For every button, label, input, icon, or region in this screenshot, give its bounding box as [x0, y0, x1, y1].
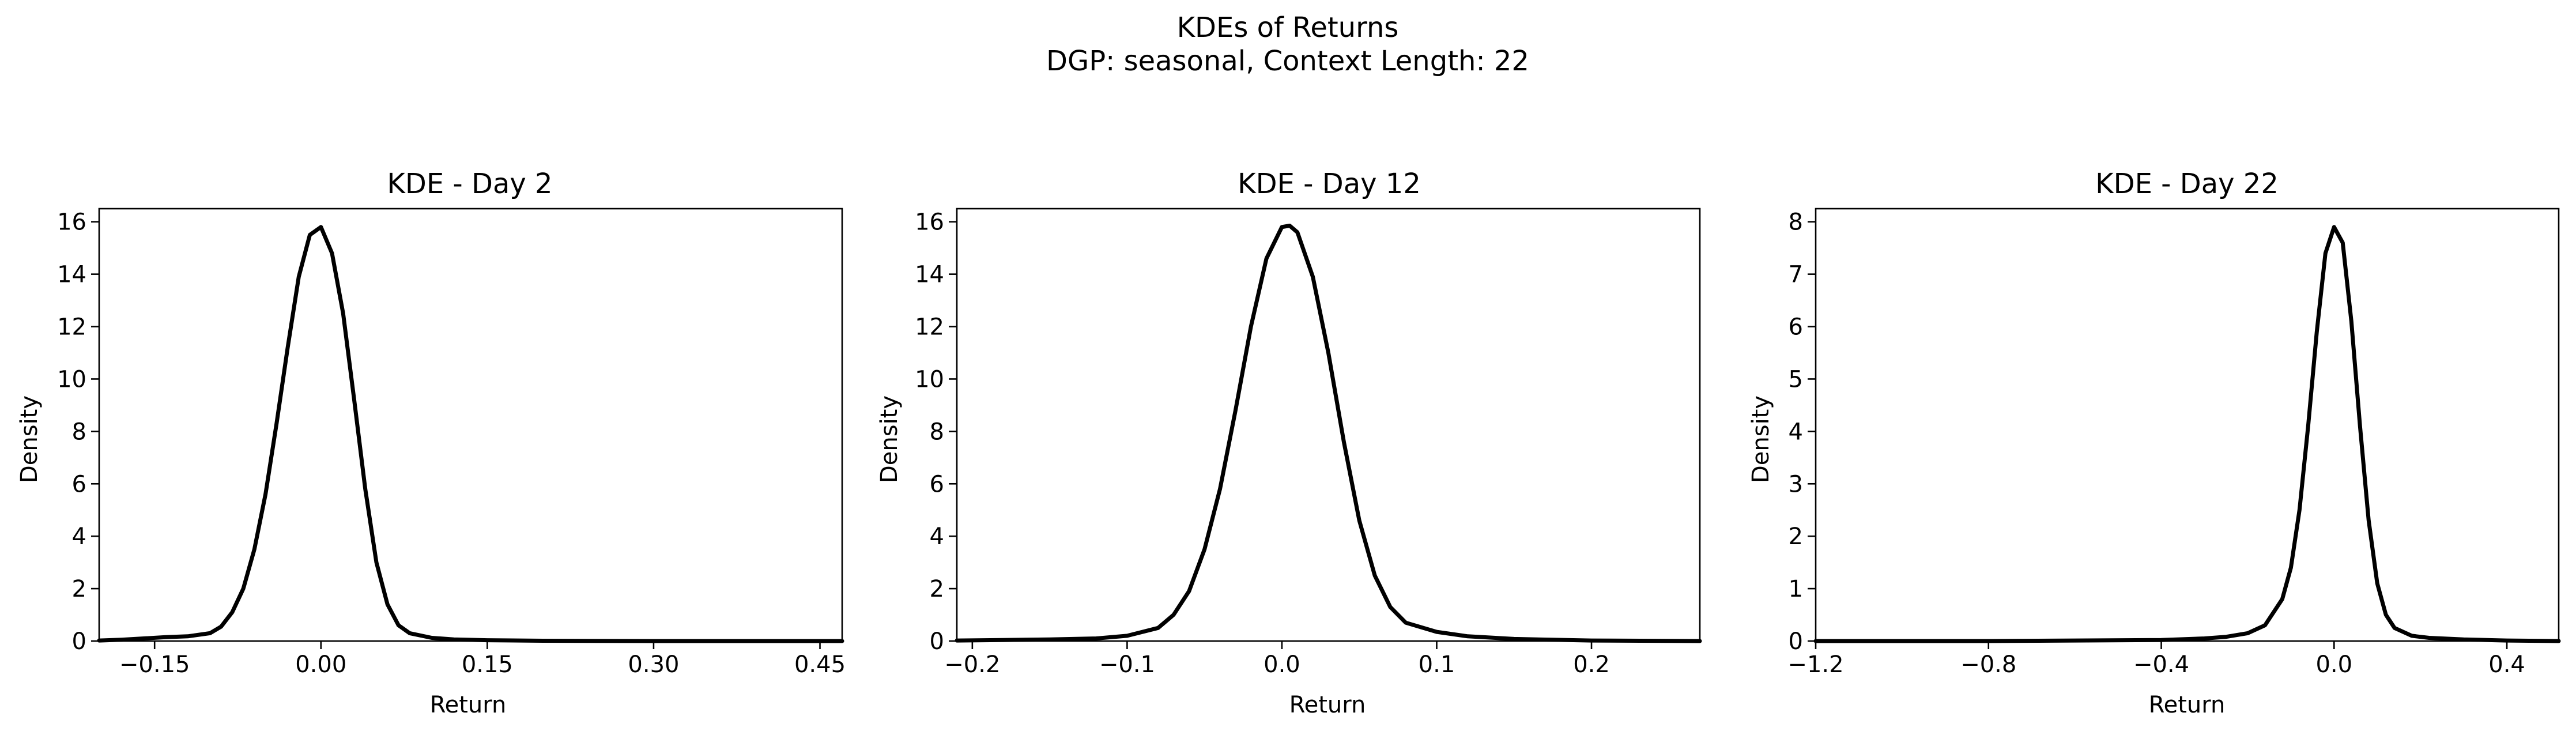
subplot-day-12: KDE - Day 12 Return Density −0.2 −0.1 0.0 0… [876, 168, 1702, 718]
subplot-day-22: KDE - Day 22 Return Density −1.2 −0.8 −0.4… [1748, 168, 2561, 718]
x-tick-label: 0.15 [462, 651, 513, 678]
x-tick-label: 0.0 [2315, 651, 2352, 678]
y-tick-label: 0 [930, 628, 944, 655]
x-axis-label: Return [1289, 692, 1366, 718]
y-tick-label: 4 [72, 523, 86, 550]
y-tick-label: 6 [72, 471, 86, 497]
x-tick-label: 0.00 [295, 651, 346, 678]
subplot-title: KDE - Day 22 [2095, 168, 2279, 200]
axis-ticks: −1.2 −0.8 −0.4 0.0 0.4 0 1 2 3 4 5 6 7 8 [1787, 209, 2525, 678]
y-tick-label: 8 [72, 419, 86, 445]
x-tick-label: −0.4 [2133, 651, 2189, 678]
x-tick-label: 0.0 [1264, 651, 1300, 678]
plot-frame [98, 208, 843, 642]
y-tick-label: 12 [915, 314, 944, 341]
y-axis-label: Density [16, 395, 43, 483]
y-tick-label: 10 [57, 366, 86, 393]
x-tick-label: −0.2 [944, 651, 1000, 678]
y-axis-label: Density [1748, 395, 1774, 483]
y-axis-label: Density [876, 395, 903, 483]
subplot-title: KDE - Day 12 [1238, 168, 1421, 200]
plot-frame [956, 208, 1701, 642]
y-tick-label: 12 [57, 314, 86, 341]
x-tick-label: −0.15 [119, 651, 190, 678]
y-tick-label: 8 [1789, 209, 1803, 236]
y-tick-label: 14 [915, 262, 944, 288]
x-tick-label: 0.1 [1419, 651, 1455, 678]
subplot-title: KDE - Day 2 [387, 168, 552, 200]
y-tick-label: 4 [1789, 419, 1803, 445]
y-tick-label: 5 [1789, 366, 1803, 393]
y-tick-label: 6 [1789, 314, 1803, 341]
y-tick-label: 6 [930, 471, 944, 497]
x-axis-label: Return [2149, 692, 2226, 718]
y-tick-label: 7 [1789, 262, 1803, 288]
plot-frame [1815, 208, 2560, 642]
y-tick-label: 8 [930, 419, 944, 445]
x-tick-label: −0.1 [1099, 651, 1155, 678]
y-tick-label: 0 [72, 628, 86, 655]
y-tick-label: 0 [1789, 628, 1803, 655]
kde-line [955, 224, 1702, 643]
x-axis-label: Return [430, 692, 507, 718]
axis-ticks: −0.2 −0.1 0.0 0.1 0.2 0 2 4 6 8 10 12 14 16 [915, 209, 1610, 678]
y-tick-label: 1 [1789, 576, 1803, 602]
x-tick-label: −0.8 [1960, 651, 2016, 678]
y-tick-label: 14 [57, 262, 86, 288]
y-tick-label: 10 [915, 366, 944, 393]
figure-subtitle: DGP: seasonal, Context Length: 22 [1046, 45, 1529, 77]
subplot-day-2: KDE - Day 2 Return Density −0.15 0.00 0.15… [16, 168, 846, 718]
y-tick-label: 16 [57, 209, 86, 236]
kde-line [1813, 225, 2561, 643]
x-tick-label: 0.30 [628, 651, 679, 678]
y-tick-label: 3 [1789, 471, 1803, 497]
x-tick-label: 0.2 [1573, 651, 1610, 678]
figure-title: KDEs of Returns [1177, 12, 1399, 44]
x-tick-label: −1.2 [1787, 651, 1843, 678]
x-tick-label: 0.45 [794, 651, 846, 678]
y-tick-label: 16 [915, 209, 944, 236]
y-tick-label: 2 [72, 576, 86, 602]
y-tick-label: 2 [930, 576, 944, 602]
kde-line [97, 225, 844, 643]
y-tick-label: 4 [930, 523, 944, 550]
x-tick-label: 0.4 [2488, 651, 2525, 678]
axis-ticks: −0.15 0.00 0.15 0.30 0.45 0 2 4 6 8 10 12 14 16 [57, 209, 846, 678]
y-tick-label: 2 [1789, 523, 1803, 550]
